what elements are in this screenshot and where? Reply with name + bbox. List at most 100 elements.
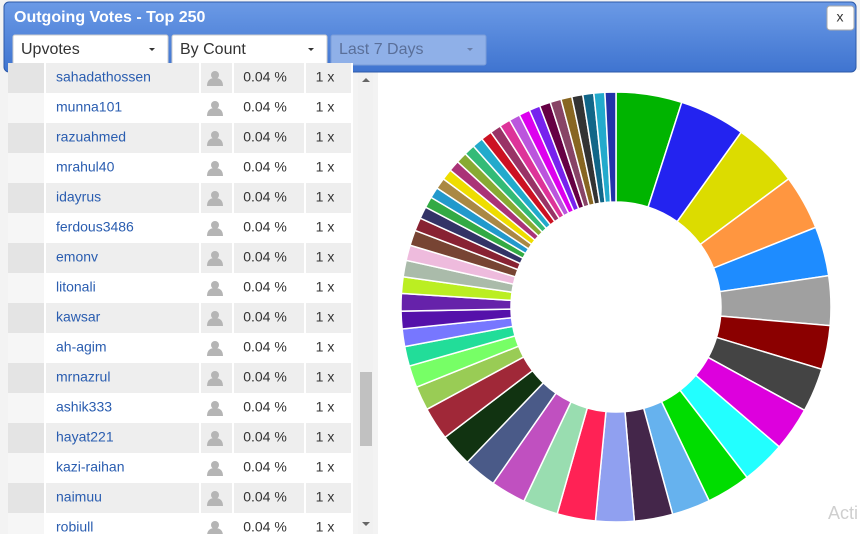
user-icon-head [211,341,219,349]
voter-name[interactable]: idayrus [56,189,101,205]
dropdown-arrow [308,48,314,51]
row-bg [8,363,352,393]
voter-name[interactable]: emonv [56,249,98,265]
voter-name[interactable]: ferdous3486 [56,219,134,235]
scroll-down[interactable] [362,522,370,526]
user-icon-head [211,71,219,79]
scroll-up[interactable] [362,78,370,82]
vote-count: 1 x [316,519,335,534]
user-icon-head [211,491,219,499]
voter-name[interactable]: sahadathossen [56,69,151,85]
voter-name[interactable]: mrnazrul [56,369,110,385]
vote-count: 1 x [316,309,335,325]
row-bg [8,273,352,303]
user-icon-body [207,228,223,236]
user-icon-head [211,311,219,319]
user-icon-head [211,371,219,379]
user-icon-head [211,431,219,439]
vote-type-value[interactable]: Upvotes [21,41,80,58]
rank-cell [8,243,45,273]
user-icon-body [207,408,223,416]
vote-count: 1 x [316,219,335,235]
row-bg [8,393,352,423]
user-icon-head [211,161,219,169]
scrollbar-thumb[interactable] [360,372,372,446]
row-bg [8,243,352,273]
voter-name[interactable]: mrahul40 [56,159,115,175]
vote-share: 0.04 % [243,249,287,265]
rank-cell [8,123,45,153]
vote-count: 1 x [316,69,335,85]
rank-cell [8,183,45,213]
scrollbar-track[interactable] [358,73,373,534]
rank-cell [8,453,45,483]
vote-share: 0.04 % [243,399,287,415]
vote-share: 0.04 % [243,459,287,475]
vote-count: 1 x [316,279,335,295]
user-icon-head [211,281,219,289]
row-bg [8,453,352,483]
dropdown-arrow [467,48,473,51]
user-icon-head [211,461,219,469]
voter-name[interactable]: munna101 [56,99,122,115]
user-icon-body [207,378,223,386]
close-button[interactable] [826,5,855,31]
vote-share: 0.04 % [243,339,287,355]
user-icon-head [211,191,219,199]
row-bg [8,123,352,153]
vote-share: 0.04 % [243,189,287,205]
rank-cell [8,363,45,393]
user-icon-head [211,221,219,229]
rank-cell [8,153,45,183]
voter-name[interactable]: naimuu [56,489,102,505]
vote-share: 0.04 % [243,219,287,235]
voter-name[interactable]: ashik333 [56,399,112,415]
vote-count: 1 x [316,369,335,385]
rank-cell [8,213,45,243]
vote-share: 0.04 % [243,489,287,505]
rank-cell [8,93,45,123]
vote-count: 1 x [316,429,335,445]
vote-share: 0.04 % [243,129,287,145]
user-icon-head [211,401,219,409]
rank-cell [8,333,45,363]
sort-value[interactable]: By Count [180,41,246,58]
user-icon-body [207,168,223,176]
voter-name[interactable]: litonali [56,279,96,295]
voter-name[interactable]: kazi-raihan [56,459,124,475]
row-bg [8,183,352,213]
voter-name[interactable]: razuahmed [56,129,126,145]
user-icon-head [211,521,219,529]
user-icon-body [207,78,223,86]
row-bg [8,483,352,513]
vote-share: 0.04 % [243,429,287,445]
dropdown-arrow [149,48,155,51]
vote-count: 1 x [316,459,335,475]
user-icon-body [207,498,223,506]
user-icon-body [207,258,223,266]
voter-name[interactable]: robiull [56,519,93,535]
user-icon-head [211,251,219,259]
vote-count: 1 x [316,99,335,115]
rank-cell [8,303,45,333]
voter-name[interactable]: hayat221 [56,429,114,445]
row-bg [8,213,352,243]
row-bg [8,303,352,333]
rank-cell [8,273,45,303]
user-icon-body [207,318,223,326]
rank-cell [8,513,45,539]
vote-share: 0.04 % [243,69,287,85]
vote-share: 0.04 % [243,279,287,295]
voter-name[interactable]: kawsar [56,309,101,325]
donut-segment [604,91,617,203]
vote-count: 1 x [316,489,335,505]
rank-cell [8,63,45,93]
vote-count: 1 x [316,339,335,355]
vote-count: 1 x [316,159,335,175]
voter-name[interactable]: ah-agim [56,339,107,355]
close-label[interactable]: x [837,9,844,25]
vote-count: 1 x [316,129,335,145]
user-icon-body [207,138,223,146]
window-title: Outgoing Votes - Top 250 [14,9,206,26]
user-icon-body [207,348,223,356]
